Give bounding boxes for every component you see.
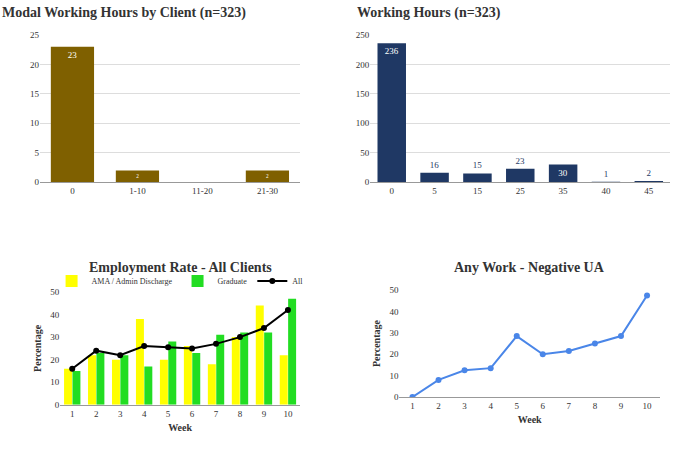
svg-text:0: 0 — [70, 186, 75, 196]
svg-text:5: 5 — [514, 401, 519, 411]
svg-text:10: 10 — [389, 371, 399, 381]
svg-text:0: 0 — [55, 400, 60, 410]
svg-text:15: 15 — [30, 89, 40, 99]
svg-text:40: 40 — [50, 310, 60, 320]
svg-text:10: 10 — [50, 377, 60, 387]
svg-text:25: 25 — [516, 186, 526, 196]
svg-text:25: 25 — [30, 30, 40, 40]
svg-text:7: 7 — [214, 409, 219, 419]
svg-text:9: 9 — [619, 401, 624, 411]
svg-text:1: 1 — [604, 169, 609, 179]
svg-text:Week: Week — [168, 422, 192, 433]
svg-text:16: 16 — [430, 160, 440, 170]
svg-text:10: 10 — [643, 401, 653, 411]
svg-text:5: 5 — [166, 409, 171, 419]
svg-text:40: 40 — [389, 307, 399, 317]
svg-text:30: 30 — [50, 332, 60, 342]
svg-text:2: 2 — [436, 401, 441, 411]
svg-text:30: 30 — [558, 168, 568, 178]
svg-text:2: 2 — [94, 409, 99, 419]
svg-text:Week: Week — [518, 414, 542, 425]
svg-text:30: 30 — [389, 328, 399, 338]
svg-text:Modal Working Hours by Client: Modal Working Hours by Client (n=323) — [2, 5, 246, 21]
svg-text:15: 15 — [473, 160, 483, 170]
svg-text:2: 2 — [136, 173, 139, 179]
svg-text:All: All — [292, 277, 303, 286]
svg-text:7: 7 — [567, 401, 572, 411]
svg-text:200: 200 — [356, 60, 370, 70]
svg-text:5: 5 — [34, 148, 39, 158]
svg-text:1: 1 — [70, 409, 75, 419]
svg-text:Employment Rate - All Clients: Employment Rate - All Clients — [89, 260, 272, 275]
svg-text:5: 5 — [432, 186, 437, 196]
svg-text:0: 0 — [394, 392, 399, 402]
svg-text:20: 20 — [389, 349, 399, 359]
svg-text:20: 20 — [50, 355, 60, 365]
svg-text:11-20: 11-20 — [192, 186, 213, 196]
svg-text:100: 100 — [356, 118, 370, 128]
svg-text:2: 2 — [266, 173, 269, 179]
svg-text:150: 150 — [356, 89, 370, 99]
svg-text:1: 1 — [410, 401, 415, 411]
svg-text:10: 10 — [30, 118, 40, 128]
svg-text:40: 40 — [601, 186, 611, 196]
svg-text:1-10: 1-10 — [129, 186, 146, 196]
svg-text:9: 9 — [262, 409, 267, 419]
svg-text:21-30: 21-30 — [257, 186, 278, 196]
svg-text:23: 23 — [516, 156, 526, 166]
svg-text:0: 0 — [34, 177, 39, 187]
svg-text:6: 6 — [541, 401, 546, 411]
svg-text:Any Work - Negative UA: Any Work - Negative UA — [454, 260, 605, 275]
svg-text:Working Hours (n=323): Working Hours (n=323) — [357, 5, 501, 21]
svg-text:8: 8 — [238, 409, 243, 419]
svg-text:50: 50 — [50, 287, 60, 297]
svg-text:10: 10 — [283, 409, 293, 419]
svg-text:50: 50 — [360, 148, 370, 158]
svg-text:3: 3 — [118, 409, 123, 419]
svg-text:8: 8 — [593, 401, 598, 411]
svg-text:0: 0 — [389, 186, 394, 196]
svg-text:4: 4 — [142, 409, 147, 419]
svg-text:Percentage: Percentage — [371, 319, 382, 367]
svg-text:Graduate: Graduate — [218, 277, 248, 286]
svg-text:3: 3 — [462, 401, 467, 411]
svg-text:236: 236 — [385, 46, 399, 56]
svg-text:0: 0 — [365, 177, 370, 187]
svg-text:50: 50 — [389, 285, 399, 295]
svg-text:45: 45 — [644, 186, 654, 196]
svg-text:Percentage: Percentage — [32, 324, 43, 372]
svg-text:4: 4 — [488, 401, 493, 411]
svg-text:23: 23 — [68, 50, 78, 60]
svg-text:2: 2 — [647, 168, 652, 178]
svg-text:15: 15 — [473, 186, 483, 196]
svg-text:6: 6 — [190, 409, 195, 419]
svg-text:AMA / Admin Discharge: AMA / Admin Discharge — [92, 277, 173, 286]
svg-text:35: 35 — [559, 186, 569, 196]
svg-text:250: 250 — [356, 30, 370, 40]
svg-text:20: 20 — [30, 60, 40, 70]
